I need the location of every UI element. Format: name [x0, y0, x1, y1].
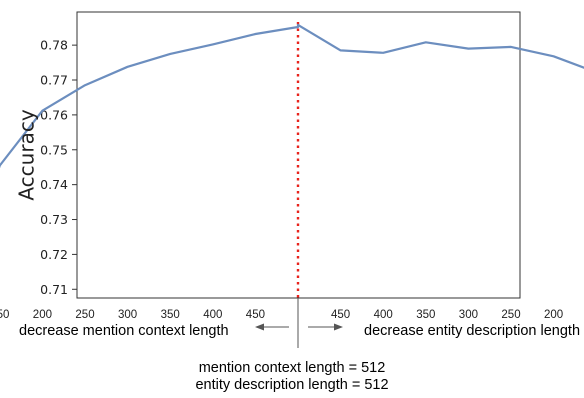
accuracy-series-line	[0, 23, 584, 169]
decrease-mention-context-note: decrease mention context length	[19, 323, 229, 339]
x-tick-label-entity: 200	[544, 309, 563, 321]
x-tick-label-mention: 450	[246, 309, 265, 321]
y-tick-label: 0.72	[40, 247, 68, 262]
x-tick-label-mention: 200	[33, 309, 52, 321]
x-tick-label-mention: 400	[203, 309, 222, 321]
footer-note: mention context length = 512 entity desc…	[0, 360, 584, 394]
y-tick-label: 0.74	[40, 177, 68, 192]
x-tick-label-mention: 150	[0, 309, 9, 321]
x-tick-label-entity: 300	[459, 309, 478, 321]
y-tick-label: 0.75	[40, 142, 68, 157]
decrease-entity-description-note: decrease entity description length	[364, 323, 581, 339]
y-tick-label: 0.76	[40, 107, 68, 122]
left-arrow-icon	[255, 323, 289, 331]
y-axis-ticks: 0.71 0.72 0.73 0.74 0.75 0.76 0.77 0.78	[40, 38, 77, 297]
x-tick-label-mention: 350	[161, 309, 180, 321]
x-tick-label-entity: 450	[331, 309, 350, 321]
x-tick-label-entity: 350	[416, 309, 435, 321]
data-points	[42, 24, 554, 111]
x-tick-label-mention: 300	[118, 309, 137, 321]
x-tick-label-entity: 400	[374, 309, 393, 321]
x-tick-label-mention: 250	[75, 309, 94, 321]
right-arrow-icon	[308, 323, 343, 331]
footer-line-entity: entity description length = 512	[195, 377, 389, 393]
footer-line-mention: mention context length = 512	[198, 360, 386, 376]
x-tick-label-entity: 250	[501, 309, 520, 321]
y-tick-label: 0.71	[40, 282, 68, 297]
y-tick-label: 0.73	[40, 212, 68, 227]
y-axis-label: Accuracy	[15, 109, 39, 200]
y-tick-label: 0.78	[40, 38, 68, 53]
x-axis-ticks: 5010015020025030035040045045040035030025…	[0, 309, 563, 321]
y-tick-label: 0.77	[40, 73, 68, 88]
